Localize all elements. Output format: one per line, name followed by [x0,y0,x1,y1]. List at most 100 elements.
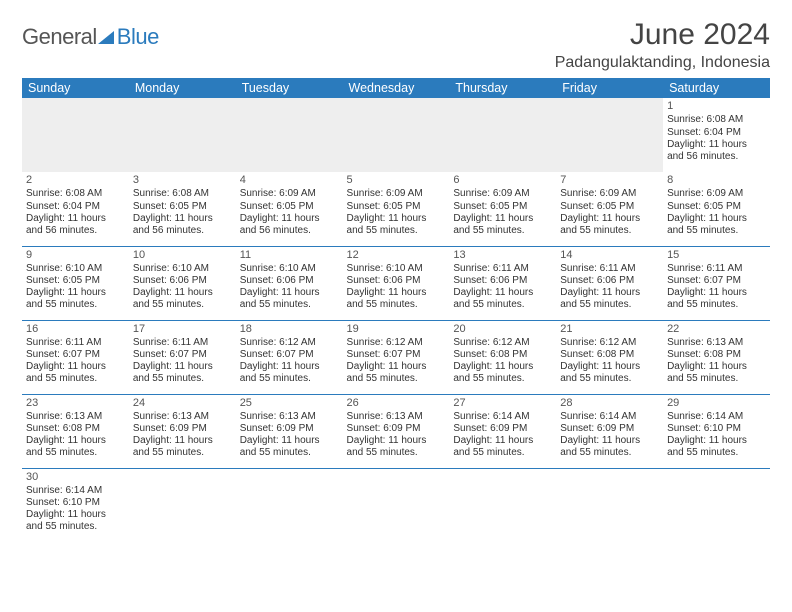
sunrise-line: Sunrise: 6:14 AM [560,411,659,423]
calendar-cell: 1Sunrise: 6:08 AMSunset: 6:04 PMDaylight… [663,98,770,172]
calendar-cell: 29Sunrise: 6:14 AMSunset: 6:10 PMDayligh… [663,394,770,468]
calendar-cell: 23Sunrise: 6:13 AMSunset: 6:08 PMDayligh… [22,394,129,468]
day-number: 20 [453,323,552,336]
calendar-row: 1Sunrise: 6:08 AMSunset: 6:04 PMDaylight… [22,98,770,172]
calendar-cell [343,468,450,542]
weekday-header: Wednesday [343,78,450,98]
daylight-line: Daylight: 11 hours and 55 minutes. [240,361,339,385]
sunset-line: Sunset: 6:06 PM [240,275,339,287]
daylight-line: Daylight: 11 hours and 55 minutes. [26,361,125,385]
day-number: 14 [560,249,659,262]
sunrise-line: Sunrise: 6:08 AM [26,188,125,200]
sunset-line: Sunset: 6:08 PM [667,349,766,361]
day-number: 1 [667,100,766,113]
sunset-line: Sunset: 6:09 PM [453,423,552,435]
day-number: 13 [453,249,552,262]
month-title: June 2024 [555,18,770,52]
calendar-cell: 9Sunrise: 6:10 AMSunset: 6:05 PMDaylight… [22,246,129,320]
sunrise-line: Sunrise: 6:09 AM [240,188,339,200]
sunset-line: Sunset: 6:08 PM [26,423,125,435]
calendar-cell: 22Sunrise: 6:13 AMSunset: 6:08 PMDayligh… [663,320,770,394]
calendar-cell [556,468,663,542]
sunset-line: Sunset: 6:10 PM [667,423,766,435]
sunrise-line: Sunrise: 6:14 AM [26,485,125,497]
day-number: 15 [667,249,766,262]
sunrise-line: Sunrise: 6:13 AM [26,411,125,423]
calendar-cell: 10Sunrise: 6:10 AMSunset: 6:06 PMDayligh… [129,246,236,320]
daylight-line: Daylight: 11 hours and 55 minutes. [26,287,125,311]
sunset-line: Sunset: 6:06 PM [347,275,446,287]
day-number: 26 [347,397,446,410]
brand-part1: General [22,24,97,50]
calendar-cell [22,98,129,172]
sunrise-line: Sunrise: 6:12 AM [240,337,339,349]
calendar-cell: 14Sunrise: 6:11 AMSunset: 6:06 PMDayligh… [556,246,663,320]
calendar-cell: 3Sunrise: 6:08 AMSunset: 6:05 PMDaylight… [129,172,236,246]
calendar-row: 30Sunrise: 6:14 AMSunset: 6:10 PMDayligh… [22,468,770,542]
sunrise-line: Sunrise: 6:10 AM [133,263,232,275]
calendar-table: SundayMondayTuesdayWednesdayThursdayFrid… [22,78,770,542]
sunset-line: Sunset: 6:05 PM [347,201,446,213]
calendar-cell [556,98,663,172]
calendar-cell: 8Sunrise: 6:09 AMSunset: 6:05 PMDaylight… [663,172,770,246]
day-number: 29 [667,397,766,410]
calendar-cell: 28Sunrise: 6:14 AMSunset: 6:09 PMDayligh… [556,394,663,468]
sunset-line: Sunset: 6:05 PM [560,201,659,213]
calendar-cell: 18Sunrise: 6:12 AMSunset: 6:07 PMDayligh… [236,320,343,394]
day-number: 12 [347,249,446,262]
calendar-cell [449,468,556,542]
calendar-cell [129,98,236,172]
sunrise-line: Sunrise: 6:14 AM [667,411,766,423]
sunset-line: Sunset: 6:07 PM [347,349,446,361]
daylight-line: Daylight: 11 hours and 55 minutes. [453,213,552,237]
sunset-line: Sunset: 6:09 PM [133,423,232,435]
sunrise-line: Sunrise: 6:14 AM [453,411,552,423]
sunrise-line: Sunrise: 6:08 AM [667,114,766,126]
daylight-line: Daylight: 11 hours and 55 minutes. [560,213,659,237]
sunrise-line: Sunrise: 6:09 AM [453,188,552,200]
sunset-line: Sunset: 6:07 PM [26,349,125,361]
sunrise-line: Sunrise: 6:13 AM [347,411,446,423]
day-number: 17 [133,323,232,336]
weekday-header-row: SundayMondayTuesdayWednesdayThursdayFrid… [22,78,770,98]
day-number: 6 [453,174,552,187]
calendar-cell [449,98,556,172]
sunset-line: Sunset: 6:05 PM [240,201,339,213]
day-number: 3 [133,174,232,187]
calendar-row: 9Sunrise: 6:10 AMSunset: 6:05 PMDaylight… [22,246,770,320]
sunset-line: Sunset: 6:05 PM [453,201,552,213]
daylight-line: Daylight: 11 hours and 55 minutes. [347,287,446,311]
calendar-cell: 20Sunrise: 6:12 AMSunset: 6:08 PMDayligh… [449,320,556,394]
calendar-cell: 7Sunrise: 6:09 AMSunset: 6:05 PMDaylight… [556,172,663,246]
weekday-header: Tuesday [236,78,343,98]
daylight-line: Daylight: 11 hours and 56 minutes. [26,213,125,237]
sunset-line: Sunset: 6:07 PM [133,349,232,361]
day-number: 16 [26,323,125,336]
calendar-cell: 15Sunrise: 6:11 AMSunset: 6:07 PMDayligh… [663,246,770,320]
calendar-row: 23Sunrise: 6:13 AMSunset: 6:08 PMDayligh… [22,394,770,468]
calendar-cell: 19Sunrise: 6:12 AMSunset: 6:07 PMDayligh… [343,320,450,394]
location: Padangulaktanding, Indonesia [555,54,770,72]
day-number: 10 [133,249,232,262]
sunset-line: Sunset: 6:04 PM [26,201,125,213]
sunrise-line: Sunrise: 6:11 AM [667,263,766,275]
day-number: 18 [240,323,339,336]
sunrise-line: Sunrise: 6:12 AM [453,337,552,349]
calendar-cell [663,468,770,542]
day-number: 23 [26,397,125,410]
calendar-cell [129,468,236,542]
sunset-line: Sunset: 6:09 PM [560,423,659,435]
calendar-row: 2Sunrise: 6:08 AMSunset: 6:04 PMDaylight… [22,172,770,246]
sunrise-line: Sunrise: 6:13 AM [667,337,766,349]
day-number: 11 [240,249,339,262]
sunset-line: Sunset: 6:07 PM [667,275,766,287]
sunrise-line: Sunrise: 6:12 AM [560,337,659,349]
daylight-line: Daylight: 11 hours and 55 minutes. [347,361,446,385]
daylight-line: Daylight: 11 hours and 55 minutes. [133,361,232,385]
calendar-cell: 12Sunrise: 6:10 AMSunset: 6:06 PMDayligh… [343,246,450,320]
calendar-cell [343,98,450,172]
sunrise-line: Sunrise: 6:12 AM [347,337,446,349]
daylight-line: Daylight: 11 hours and 55 minutes. [453,361,552,385]
sunrise-line: Sunrise: 6:09 AM [347,188,446,200]
sunset-line: Sunset: 6:05 PM [133,201,232,213]
